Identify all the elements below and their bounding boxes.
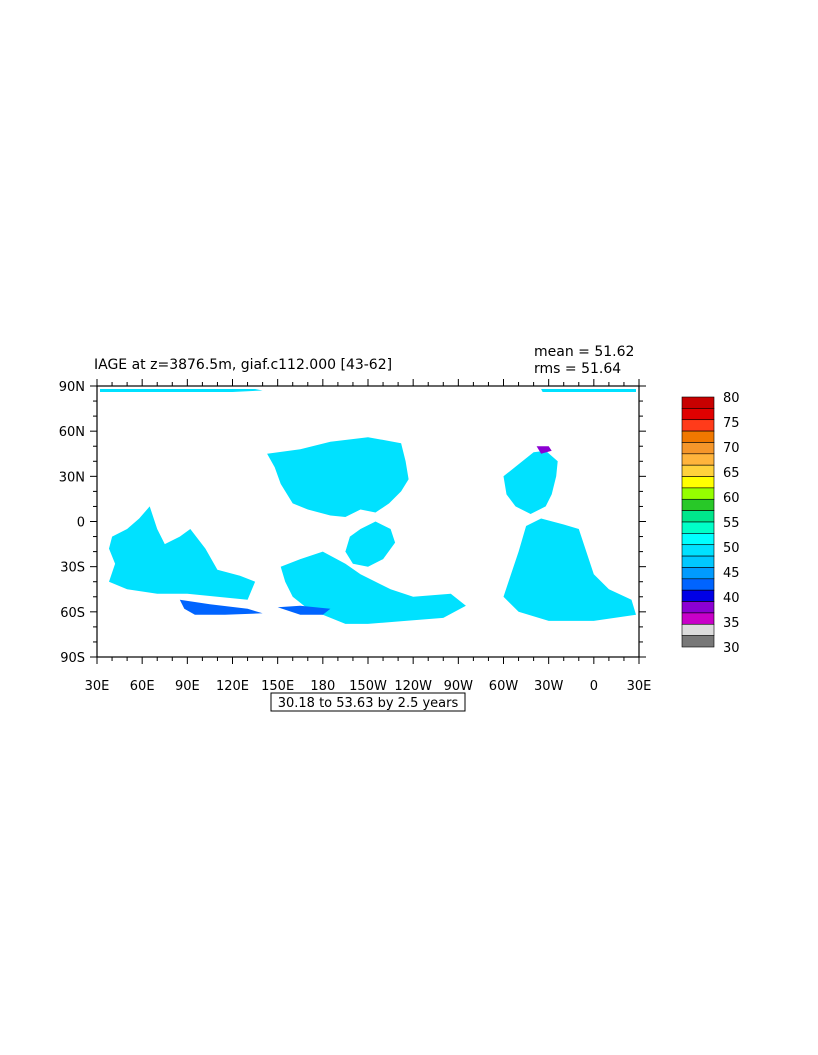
chart-title: IAGE at z=3876.5m, giaf.c112.000 [43-62]	[94, 357, 392, 373]
y-tick-label: 90N	[59, 380, 85, 395]
colorbar-label: 45	[723, 566, 740, 581]
x-tick-label: 30E	[627, 679, 652, 694]
colorbar-swatch	[681, 396, 715, 409]
x-tick-label: 150E	[261, 679, 294, 694]
colorbar-swatch	[681, 521, 715, 534]
region-pacific-tropics	[345, 521, 396, 567]
colorbar-swatch	[681, 487, 715, 500]
colorbar-label: 75	[723, 416, 740, 431]
y-tick-labels: 90N 60N 30N 0 30S 60S 90S	[59, 380, 85, 666]
x-tick-label: 90W	[444, 679, 474, 694]
subtitle-box	[270, 692, 466, 712]
y-tick-label: 90S	[60, 651, 85, 666]
y-tick-label: 60N	[59, 425, 85, 440]
colorbar-label: 60	[723, 491, 740, 506]
colorbar-swatch	[681, 601, 715, 614]
mean-label: mean = 51.62	[534, 344, 634, 360]
colorbar-label: 80	[723, 391, 740, 406]
colorbar: 80 75 70 65 60 55 50 45 40 35 30	[681, 391, 740, 656]
x-tick-label: 150W	[349, 679, 387, 694]
region-north-atlantic	[503, 450, 558, 514]
region-south-pacific	[280, 551, 466, 624]
region-north-pacific	[267, 437, 409, 517]
colorbar-swatch	[681, 510, 715, 523]
colorbar-swatch	[681, 623, 715, 636]
y-tick-label: 30S	[60, 561, 85, 576]
colorbar-label: 65	[723, 466, 740, 481]
region-ross-sea	[277, 605, 331, 615]
y-tick-label: 30N	[59, 470, 85, 485]
colorbar-label: 50	[723, 541, 740, 556]
x-tick-labels: 30E 60E 90E 120E 150E 180 150W 120W 90W 60W 30W 0 30…	[85, 679, 652, 694]
colorbar-swatch	[681, 555, 715, 568]
x-tick-label: 60E	[130, 679, 155, 694]
map-field	[100, 389, 636, 624]
axis-ticks	[90, 379, 646, 664]
colorbar-swatch	[681, 453, 715, 466]
colorbar-label: 30	[723, 641, 740, 656]
x-tick-label: 120W	[394, 679, 432, 694]
colorbar-label: 40	[723, 591, 740, 606]
x-tick-label: 30W	[534, 679, 564, 694]
colorbar-swatch	[681, 544, 715, 557]
colorbar-swatch	[681, 498, 715, 511]
x-tick-label: 120E	[216, 679, 249, 694]
colorbar-swatch	[681, 430, 715, 443]
region-arctic	[100, 389, 263, 392]
rms-label: rms = 51.64	[534, 361, 621, 377]
x-tick-label: 0	[590, 679, 598, 694]
x-tick-label: 60W	[489, 679, 519, 694]
colorbar-swatch	[681, 419, 715, 432]
colorbar-swatch	[681, 476, 715, 489]
colorbar-label: 70	[723, 441, 740, 456]
region-labrador	[536, 446, 552, 454]
colorbar-label: 55	[723, 516, 740, 531]
region-arctic-east	[541, 389, 636, 392]
colorbar-swatch	[681, 612, 715, 625]
colorbar-label: 35	[723, 616, 740, 631]
y-tick-label: 0	[77, 516, 85, 531]
colorbar-swatch	[681, 567, 715, 580]
region-south-atlantic	[503, 518, 636, 621]
region-australian-antarctic	[179, 599, 263, 615]
colorbar-swatch	[681, 533, 715, 546]
colorbar-swatch	[681, 464, 715, 477]
x-tick-label: 90E	[175, 679, 200, 694]
x-tick-label: 180	[310, 679, 335, 694]
colorbar-swatch	[681, 578, 715, 591]
subtitle: 30.18 to 53.63 by 2.5 years	[278, 696, 459, 711]
colorbar-swatch	[681, 442, 715, 455]
y-tick-label: 60S	[60, 606, 85, 621]
colorbar-swatch	[681, 408, 715, 421]
x-tick-label: 30E	[85, 679, 110, 694]
colorbar-swatch	[681, 635, 715, 648]
region-indian-ocean	[109, 506, 256, 600]
colorbar-swatch	[681, 589, 715, 602]
